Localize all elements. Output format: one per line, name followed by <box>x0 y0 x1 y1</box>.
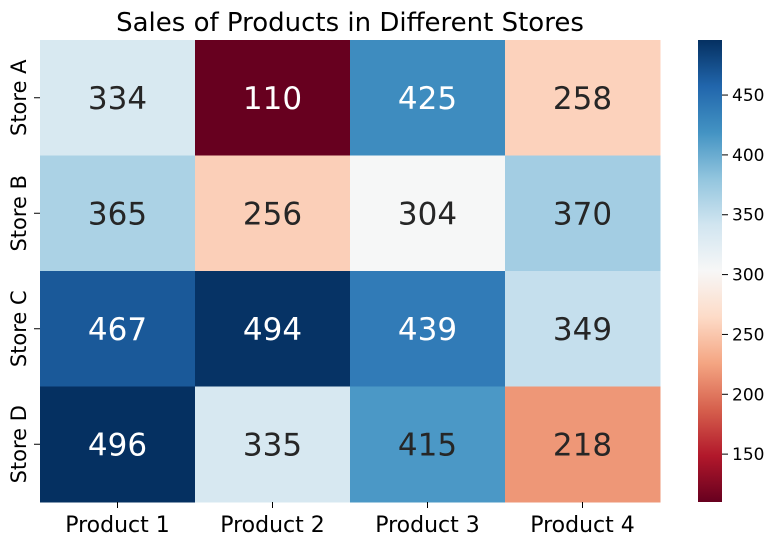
colorbar-tick-label: 200 <box>732 385 764 405</box>
cell-value-label: 370 <box>553 196 612 232</box>
y-tick-label: Store A <box>7 59 31 136</box>
heatmap-cell <box>505 271 661 387</box>
cell-value-label: 467 <box>88 312 147 348</box>
colorbar-tick-label: 350 <box>732 206 764 226</box>
cell-value-label: 335 <box>243 427 302 463</box>
cell-value-label: 425 <box>398 81 457 117</box>
heatmap-cell <box>40 40 196 156</box>
heatmap-cell <box>505 40 661 156</box>
heatmap-cell <box>350 271 506 387</box>
x-tick-label: Product 2 <box>220 513 325 538</box>
x-axis: Product 1 Product 2 Product 3 Product 4 <box>65 502 635 538</box>
colorbar-tick-label: 300 <box>732 266 764 286</box>
heatmap-cell <box>350 40 506 156</box>
heatmap-cell <box>195 271 351 387</box>
cell-value-label: 256 <box>243 196 302 232</box>
heatmap-cell <box>350 386 506 503</box>
x-tick-label: Product 1 <box>65 513 170 538</box>
chart-title: Sales of Products in Different Stores <box>116 8 584 38</box>
cell-value-label: 258 <box>553 81 612 117</box>
heatmap-cell <box>350 155 506 272</box>
cell-value-label: 439 <box>398 312 457 348</box>
heatmap-cell <box>195 40 351 156</box>
y-axis: Store A Store B Store C Store D <box>7 59 40 483</box>
cell-value-label: 304 <box>398 196 457 232</box>
heatmap-cells: 334 110 425 258 365 256 304 370 467 494 439 349 496 3… <box>40 40 661 503</box>
heatmap-cell <box>40 386 196 503</box>
cell-value-label: 349 <box>553 312 612 348</box>
cell-value-label: 334 <box>88 81 147 117</box>
heatmap-cell <box>40 271 196 387</box>
colorbar-gradient <box>698 40 722 502</box>
colorbar-tick-label: 250 <box>732 325 764 345</box>
x-tick-label: Product 4 <box>530 513 635 538</box>
y-tick-label: Store B <box>7 175 31 252</box>
colorbar-tick-label: 450 <box>732 86 764 106</box>
colorbar: 150 200 250 300 350 400 450 <box>698 40 764 502</box>
cell-value-label: 415 <box>398 427 457 463</box>
heatmap-cell <box>505 386 661 503</box>
cell-value-label: 365 <box>88 196 147 232</box>
colorbar-tick-label: 150 <box>732 445 764 465</box>
cell-value-label: 496 <box>88 427 147 463</box>
x-tick-label: Product 3 <box>375 513 480 538</box>
heatmap-cell <box>40 155 196 272</box>
y-tick-label: Store C <box>7 290 31 367</box>
cell-value-label: 494 <box>243 312 302 348</box>
heatmap-cell <box>195 155 351 272</box>
cell-value-label: 110 <box>243 81 302 117</box>
heatmap-cell <box>505 155 661 272</box>
cell-value-label: 218 <box>553 427 612 463</box>
colorbar-tick-label: 400 <box>732 146 764 166</box>
heatmap-cell <box>195 386 351 503</box>
y-tick-label: Store D <box>7 405 31 483</box>
